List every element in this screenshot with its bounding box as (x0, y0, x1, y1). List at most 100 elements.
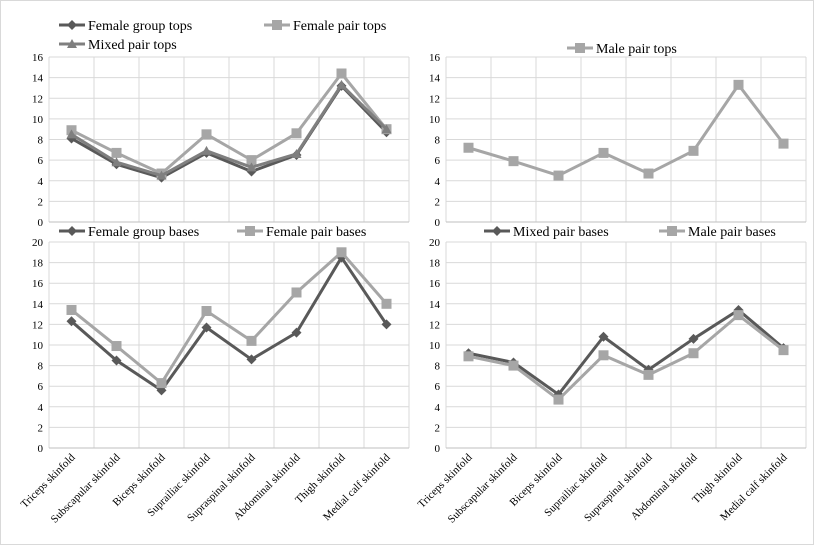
data-point (336, 79, 347, 89)
y-tick-label: 12 (32, 93, 43, 105)
y-tick-label: 8 (435, 135, 441, 147)
y-tick-label: 10 (429, 340, 441, 352)
y-tick-label: 12 (429, 319, 440, 331)
data-point (733, 310, 744, 321)
legend-label: Female group tops (88, 19, 192, 34)
legend-marker (667, 226, 677, 236)
legend-label: Female pair tops (293, 19, 386, 34)
y-tick-label: 4 (38, 402, 44, 414)
series-line (70, 255, 388, 392)
y-tick-label: 6 (38, 155, 44, 167)
y-tick-label: 10 (32, 114, 44, 126)
data-point (778, 345, 789, 356)
chart-panel-1: 0 2 4 6 8 10 12 14 16 Female group tops Female pai… (32, 19, 410, 229)
data-point (598, 331, 609, 342)
series-line (70, 83, 388, 178)
data-point (598, 350, 609, 361)
data-point (336, 252, 347, 263)
data-point (156, 170, 167, 180)
data-point (111, 355, 122, 366)
y-tick-label: 0 (38, 217, 44, 229)
data-point (336, 247, 347, 258)
y-tick-label: 12 (429, 93, 440, 105)
y-tick-label: 16 (429, 278, 441, 290)
data-point (688, 333, 699, 344)
y-tick-label: 18 (32, 258, 44, 270)
data-point (336, 68, 347, 79)
legend-label: Male pair bases (688, 225, 776, 240)
y-tick-label: 8 (38, 361, 44, 373)
y-tick-label: 0 (435, 217, 441, 229)
y-tick-label: 0 (38, 443, 44, 455)
series-line (70, 72, 388, 176)
y-tick-label: 4 (435, 176, 441, 188)
legend-marker (575, 43, 585, 53)
data-point (291, 327, 302, 338)
y-tick-label: 8 (38, 135, 44, 147)
y-tick-label: 2 (38, 422, 44, 434)
y-tick-label: 20 (429, 237, 441, 249)
data-point (201, 129, 212, 140)
y-tick-label: 16 (32, 278, 44, 290)
data-point (463, 142, 474, 153)
data-point (246, 155, 257, 166)
y-tick-label: 2 (38, 196, 44, 208)
data-point (598, 147, 609, 158)
legend-marker (272, 20, 282, 30)
data-point (111, 341, 122, 352)
data-point (463, 351, 474, 362)
data-point (66, 129, 77, 139)
series-line (468, 313, 785, 402)
data-point (643, 168, 654, 179)
y-tick-label: 2 (435, 196, 441, 208)
y-tick-label: 0 (435, 443, 441, 455)
legend-label: Male pair tops (596, 42, 677, 57)
data-point (291, 287, 302, 298)
y-tick-label: 20 (32, 237, 44, 249)
data-point (553, 170, 564, 181)
series-line (468, 83, 785, 178)
data-point (246, 162, 257, 172)
series-line (70, 250, 388, 385)
y-tick-label: 14 (429, 299, 441, 311)
data-point (381, 298, 392, 309)
data-point (688, 348, 699, 359)
y-tick-label: 8 (435, 361, 441, 373)
data-point (111, 147, 122, 158)
legend-marker (67, 39, 77, 48)
legend-label: Mixed pair tops (88, 38, 177, 53)
legend-marker (492, 226, 502, 236)
legend-label: Female pair bases (266, 225, 366, 240)
y-tick-label: 14 (429, 73, 441, 85)
data-point (553, 394, 564, 405)
data-point (201, 145, 212, 155)
y-tick-label: 18 (429, 258, 441, 270)
data-point (111, 157, 122, 167)
data-point (66, 304, 77, 315)
legend-label: Mixed pair bases (513, 225, 609, 240)
data-point (201, 322, 212, 333)
series-line (468, 308, 785, 396)
data-point (291, 148, 302, 158)
data-point (291, 128, 302, 139)
y-tick-label: 6 (435, 381, 441, 393)
data-point (733, 79, 744, 90)
data-point (381, 319, 392, 330)
y-tick-label: 6 (38, 381, 44, 393)
y-tick-label: 10 (429, 114, 441, 126)
y-tick-label: 4 (435, 402, 441, 414)
y-tick-label: 2 (435, 422, 441, 434)
y-tick-label: 10 (32, 340, 44, 352)
y-tick-label: 14 (32, 299, 44, 311)
data-point (508, 156, 519, 167)
data-point (643, 369, 654, 380)
data-point (201, 306, 212, 317)
y-tick-label: 12 (32, 319, 43, 331)
y-tick-label: 16 (32, 52, 44, 64)
y-tick-label: 6 (435, 155, 441, 167)
y-tick-label: 16 (429, 52, 441, 64)
